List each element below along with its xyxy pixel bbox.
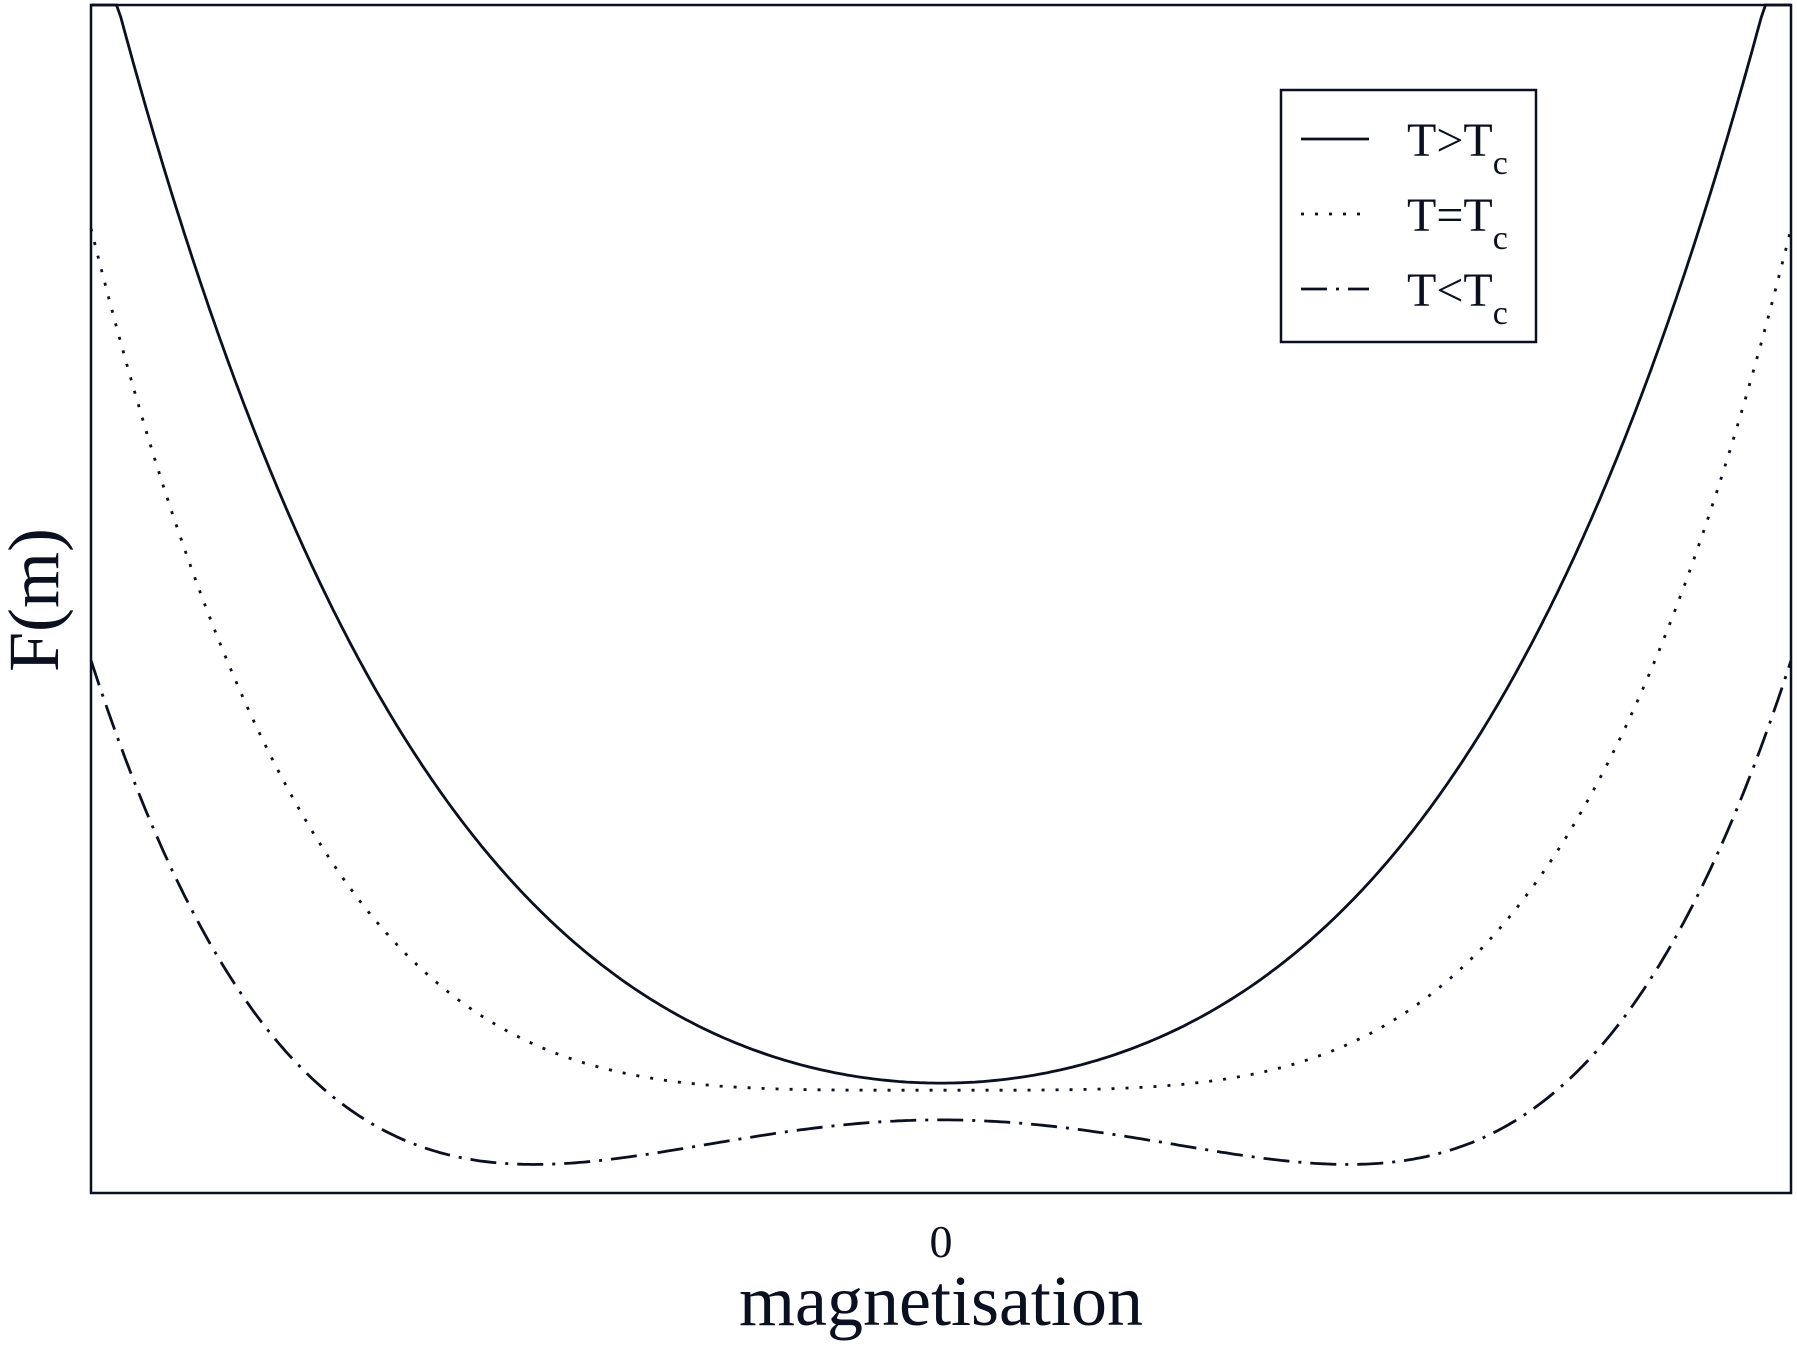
y-axis-label: F(m) <box>0 528 74 672</box>
legend: T>TcT=TcT<Tc <box>1279 88 1538 344</box>
series-line-1 <box>91 3 1791 1085</box>
x-tick-label-1: 0 <box>930 1216 953 1267</box>
legend-label-subscript: c <box>1493 220 1508 257</box>
x-tick-layer: 0 <box>930 1216 953 1267</box>
legend-label-subscript: c <box>1493 145 1508 182</box>
x-axis-label: magnetisation <box>739 1261 1143 1341</box>
series-line-3 <box>89 660 1793 1166</box>
plot-frame <box>89 3 1793 1195</box>
series-layer <box>89 3 1793 1166</box>
legend-label-subscript: c <box>1493 295 1508 332</box>
legend-box <box>1279 88 1538 344</box>
series-line-2 <box>89 228 1793 1092</box>
